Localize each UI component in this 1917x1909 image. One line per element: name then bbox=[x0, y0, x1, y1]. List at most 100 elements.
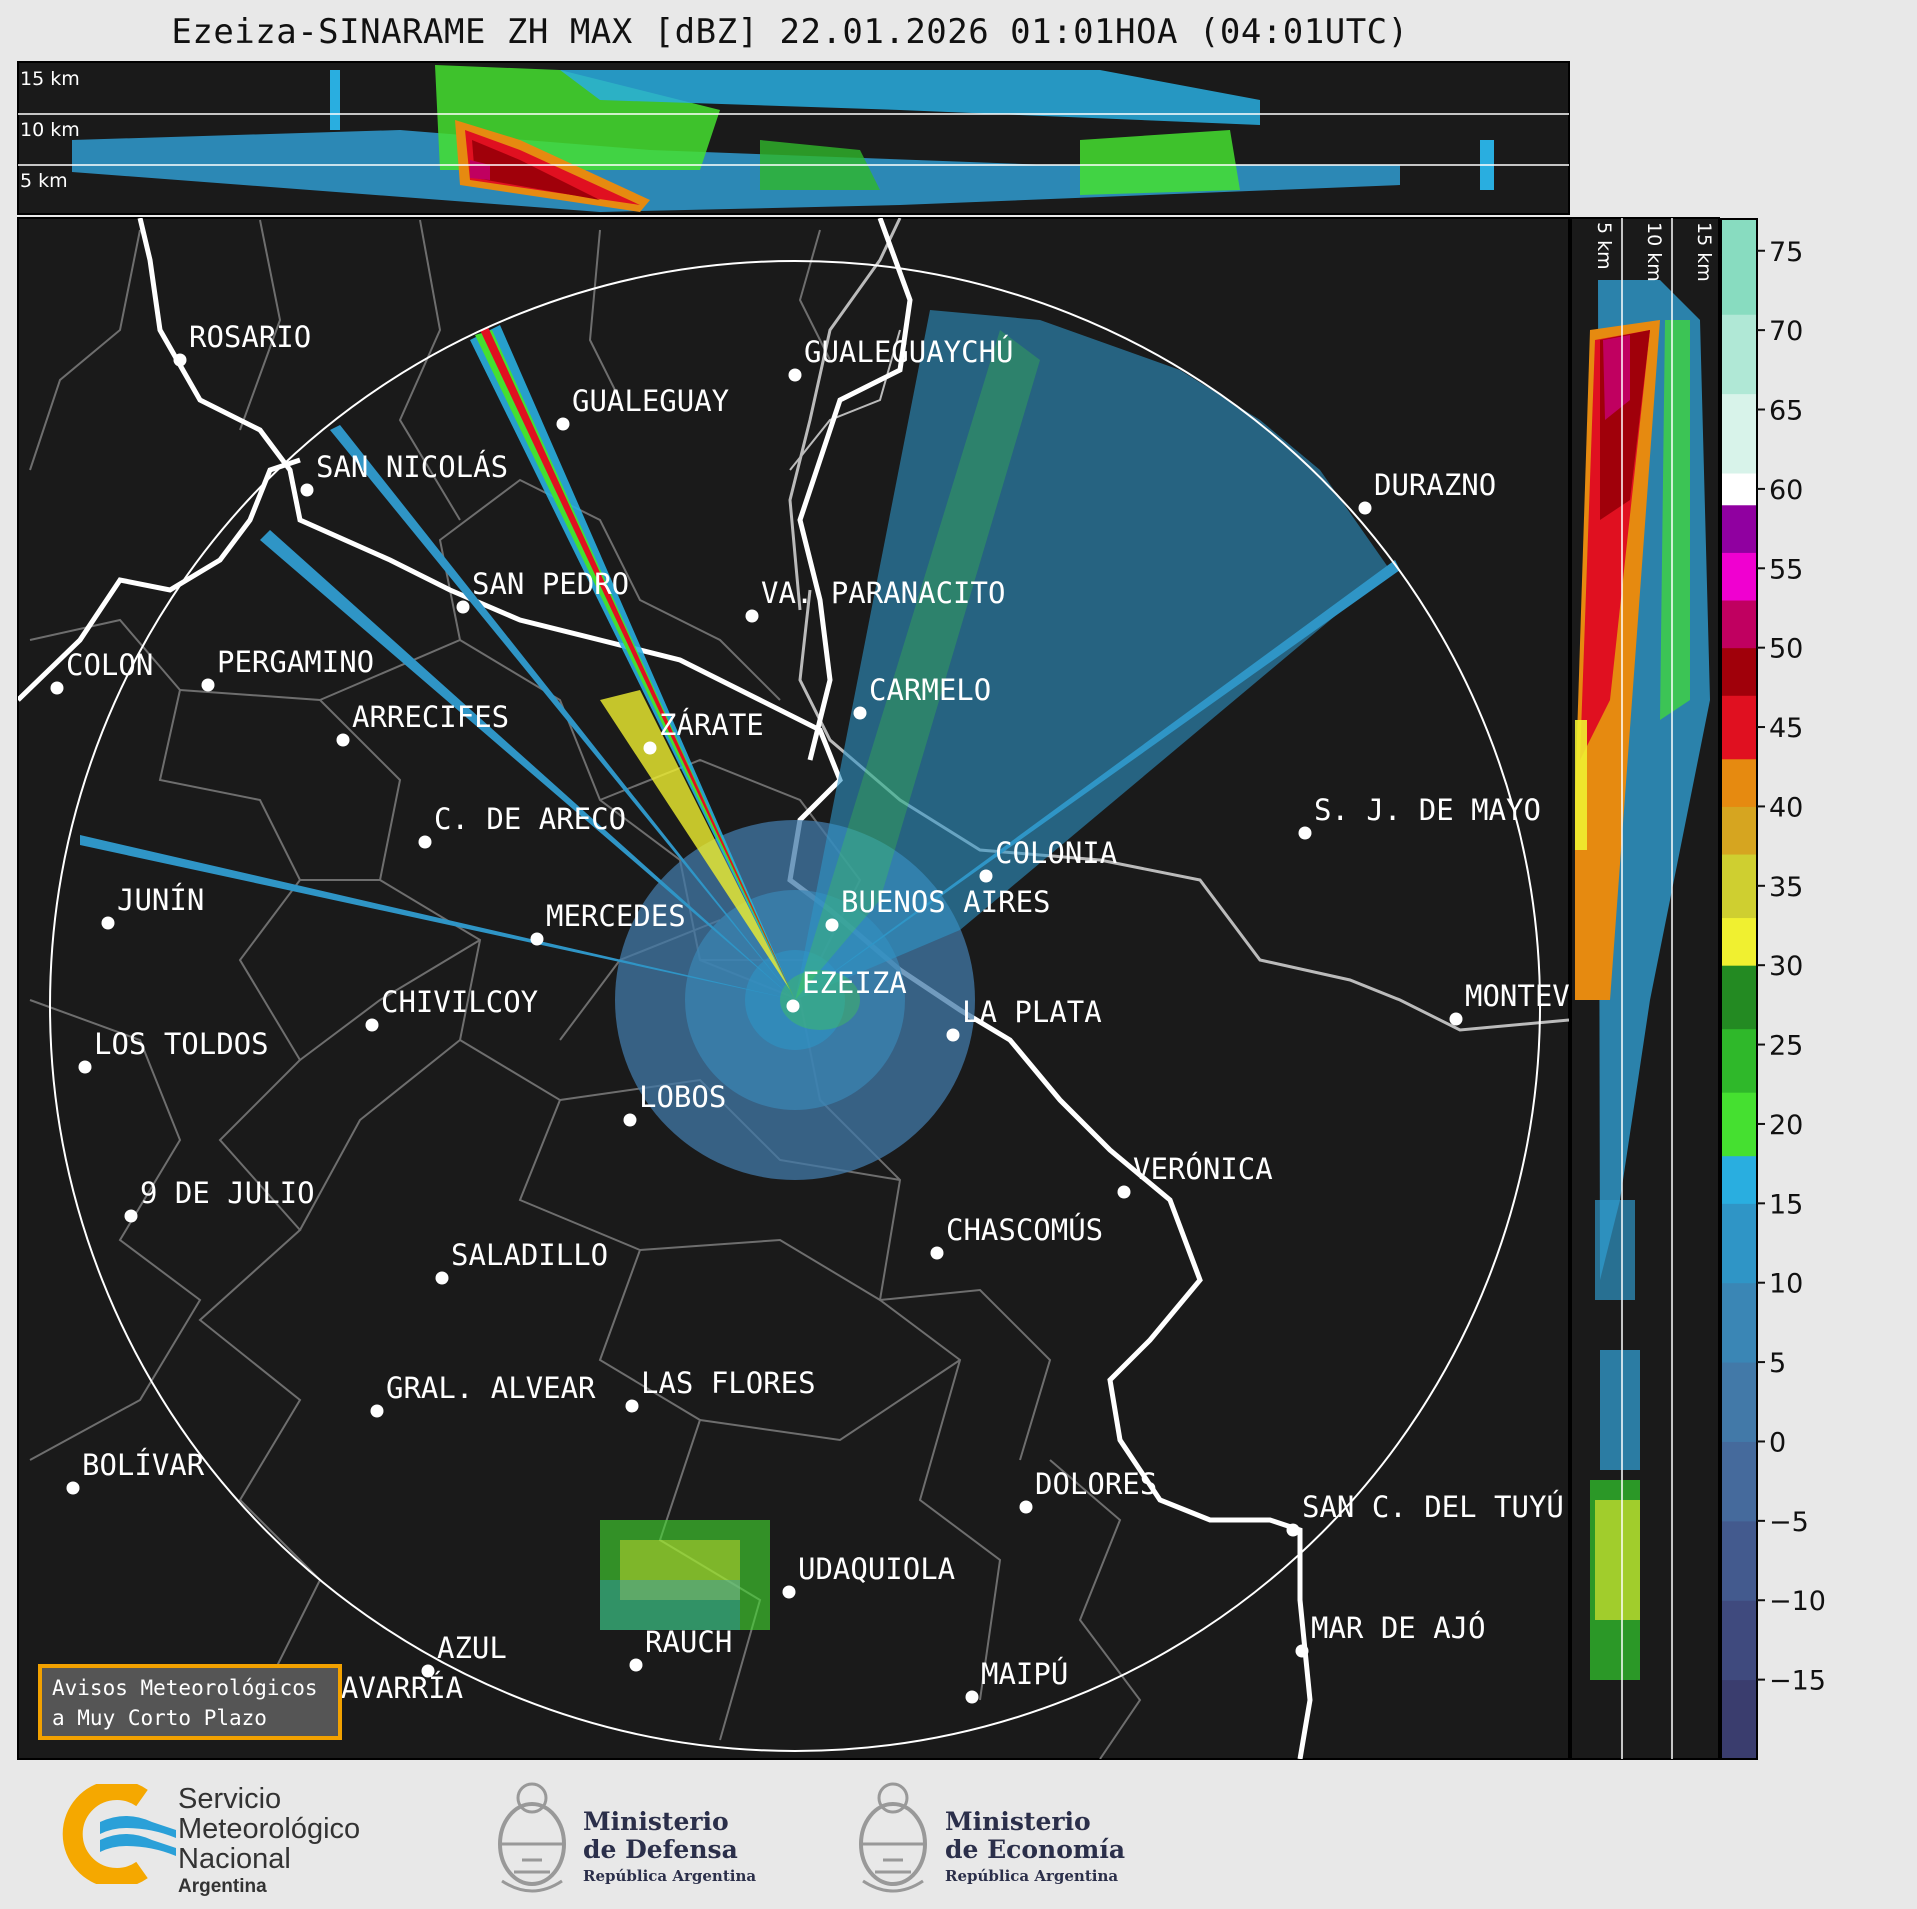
top-height-label-5: 5 km bbox=[20, 170, 68, 192]
chart-title: Ezeiza-SINARAME ZH MAX [dBZ] 22.01.2026 … bbox=[171, 12, 1409, 52]
city-label-montev: MONTEV bbox=[1465, 979, 1570, 1013]
city-marker-c-de-areco bbox=[418, 835, 432, 849]
city-marker-carmelo bbox=[853, 706, 867, 720]
smn-logo-icon bbox=[62, 1784, 176, 1884]
city-label-mercedes: MERCEDES bbox=[546, 899, 686, 933]
city-marker-9-de-julio bbox=[124, 1209, 138, 1223]
colorbar-tick-label: 15 bbox=[1769, 1189, 1803, 1220]
colorbar-swatch-21 bbox=[1721, 393, 1757, 474]
city-label-bolivar: BOLÍVAR bbox=[82, 1448, 205, 1482]
city-marker-buenos-aires bbox=[825, 918, 839, 932]
colorbar-tick-label: −15 bbox=[1769, 1666, 1826, 1697]
colorbar-swatch-12 bbox=[1721, 854, 1757, 919]
city-marker-veronica bbox=[1117, 1185, 1131, 1199]
city-label-saladillo: SALADILLO bbox=[451, 1238, 608, 1272]
colorbar-tick-label: 10 bbox=[1769, 1269, 1803, 1300]
city-marker-mercedes bbox=[530, 932, 544, 946]
city-label-junin: JUNÍN bbox=[117, 883, 204, 917]
city-label-pergamino: PERGAMINO bbox=[217, 645, 374, 679]
colorbar-tick-label: 40 bbox=[1769, 792, 1803, 823]
colorbar-swatch-17 bbox=[1721, 600, 1757, 649]
city-marker-saladillo bbox=[435, 1271, 449, 1285]
colorbar-swatch-9 bbox=[1721, 1028, 1757, 1093]
city-marker-montev bbox=[1449, 1012, 1463, 1026]
city-marker-arrecifes bbox=[336, 733, 350, 747]
colorbar-tick-label: 45 bbox=[1769, 713, 1803, 744]
city-label-mar-de-ajo: MAR DE AJÓ bbox=[1311, 1611, 1486, 1645]
city-label-buenos-aires: BUENOS AIRES bbox=[841, 885, 1051, 919]
warning-line-2: a Muy Corto Plazo bbox=[52, 1706, 267, 1730]
city-label-san-c-del-tuyu: SAN C. DEL TUYÚ bbox=[1302, 1490, 1564, 1524]
city-marker-las-flores bbox=[625, 1399, 639, 1413]
city-marker-los-toldos bbox=[78, 1060, 92, 1074]
city-label-colonia: COLONIA bbox=[995, 836, 1117, 870]
colorbar-swatch-16 bbox=[1721, 647, 1757, 696]
right-height-label-10: 10 km bbox=[1643, 222, 1665, 282]
city-marker-udaquiola bbox=[782, 1585, 796, 1599]
city-label-azul: AZUL bbox=[437, 1631, 507, 1665]
colorbar-swatch-13 bbox=[1721, 806, 1757, 855]
colorbar-tick-label: 35 bbox=[1769, 872, 1803, 903]
smn-logo-text: Servicio Meteorológico Nacional Argentin… bbox=[178, 1784, 360, 1898]
city-label-dolores: DOLORES bbox=[1035, 1467, 1157, 1501]
city-marker-san-c-del-tuyu bbox=[1286, 1523, 1300, 1537]
city-label-9-de-julio: 9 DE JULIO bbox=[140, 1176, 315, 1210]
city-label-san-nicolas: SAN NICOLÁS bbox=[316, 450, 508, 484]
city-label-colon: COLON bbox=[66, 648, 153, 682]
city-label-gualeguaychu: GUALEGUAYCHÚ bbox=[804, 335, 1014, 369]
city-label-va-paranacito: VA. PARANACITO bbox=[761, 576, 1005, 610]
smn-line-2: Meteorológico bbox=[178, 1813, 361, 1845]
city-label-las-flores: LAS FLORES bbox=[641, 1366, 816, 1400]
colorbar-swatches bbox=[1721, 219, 1757, 1760]
defensa-line-1: Ministerio bbox=[583, 1807, 729, 1836]
city-label-ezeiza: EZEIZA bbox=[802, 966, 907, 1000]
city-marker-junin bbox=[101, 916, 115, 930]
city-marker-san-pedro bbox=[456, 600, 470, 614]
smn-line-4: Argentina bbox=[178, 1876, 267, 1897]
city-marker-mar-de-ajo bbox=[1295, 1644, 1309, 1658]
colorbar-tick-label: 30 bbox=[1769, 951, 1803, 982]
colorbar-swatch-1 bbox=[1721, 1600, 1757, 1681]
colorbar-swatch-5 bbox=[1721, 1282, 1757, 1363]
city-marker-san-nicolas bbox=[300, 483, 314, 497]
city-marker-durazno bbox=[1358, 501, 1372, 515]
colorbar-swatch-18 bbox=[1721, 552, 1757, 601]
right-cross-section-panel: 5 km 10 km 15 km bbox=[1570, 217, 1720, 1760]
city-marker-colonia bbox=[979, 869, 993, 883]
city-label-udaquiola: UDAQUIOLA bbox=[798, 1552, 955, 1586]
colorbar-swatch-8 bbox=[1721, 1092, 1757, 1157]
colorbar-tick-label: 0 bbox=[1769, 1427, 1786, 1458]
colorbar-tick-label: 55 bbox=[1769, 554, 1803, 585]
colorbar-tick-label: 70 bbox=[1769, 316, 1803, 347]
city-label-los-toldos: LOS TOLDOS bbox=[94, 1027, 269, 1061]
economia-logo-text: Ministerio de Economía República Argenti… bbox=[945, 1807, 1126, 1886]
radar-echoes bbox=[80, 310, 1400, 1630]
colorbar-tick-label: 20 bbox=[1769, 1110, 1803, 1141]
economia-line-1: Ministerio bbox=[945, 1807, 1091, 1836]
city-marker-gualeguaychu bbox=[788, 368, 802, 382]
city-marker-chivilcoy bbox=[365, 1018, 379, 1032]
economia-seal-icon bbox=[859, 1782, 927, 1893]
city-label-veronica: VERÓNICA bbox=[1133, 1152, 1273, 1186]
colorbar-tick-label: 50 bbox=[1769, 634, 1803, 665]
economia-line-2: de Economía bbox=[945, 1835, 1126, 1864]
city-label-rauch: RAUCH bbox=[645, 1625, 732, 1659]
city-marker-zarate bbox=[643, 741, 657, 755]
colorbar-swatch-20 bbox=[1721, 473, 1757, 506]
colorbar-swatch-10 bbox=[1721, 965, 1757, 1030]
colorbar-swatch-0 bbox=[1721, 1679, 1757, 1760]
city-label-s-j-de-mayo: S. J. DE MAYO bbox=[1314, 793, 1541, 827]
top-height-label-10: 10 km bbox=[20, 119, 80, 141]
top-cross-section-panel: 15 km 10 km 5 km bbox=[17, 61, 1570, 215]
radar-map-panel: ROSARIO GUALEGUAYCHÚ GUALEGUAY SAN NICOLÁS D… bbox=[17, 217, 1570, 1760]
colorbar-tick-label: 25 bbox=[1769, 1031, 1803, 1062]
warning-button[interactable]: Avisos Meteorológicos a Muy Corto Plazo bbox=[38, 1664, 342, 1740]
defensa-seal-icon bbox=[498, 1782, 566, 1893]
city-label-durazno: DURAZNO bbox=[1374, 468, 1496, 502]
city-label-la-plata: LA PLATA bbox=[962, 995, 1102, 1029]
top-echo-profile bbox=[72, 65, 1494, 212]
city-marker-dolores bbox=[1019, 1500, 1033, 1514]
right-echo-profile bbox=[1575, 280, 1710, 1680]
